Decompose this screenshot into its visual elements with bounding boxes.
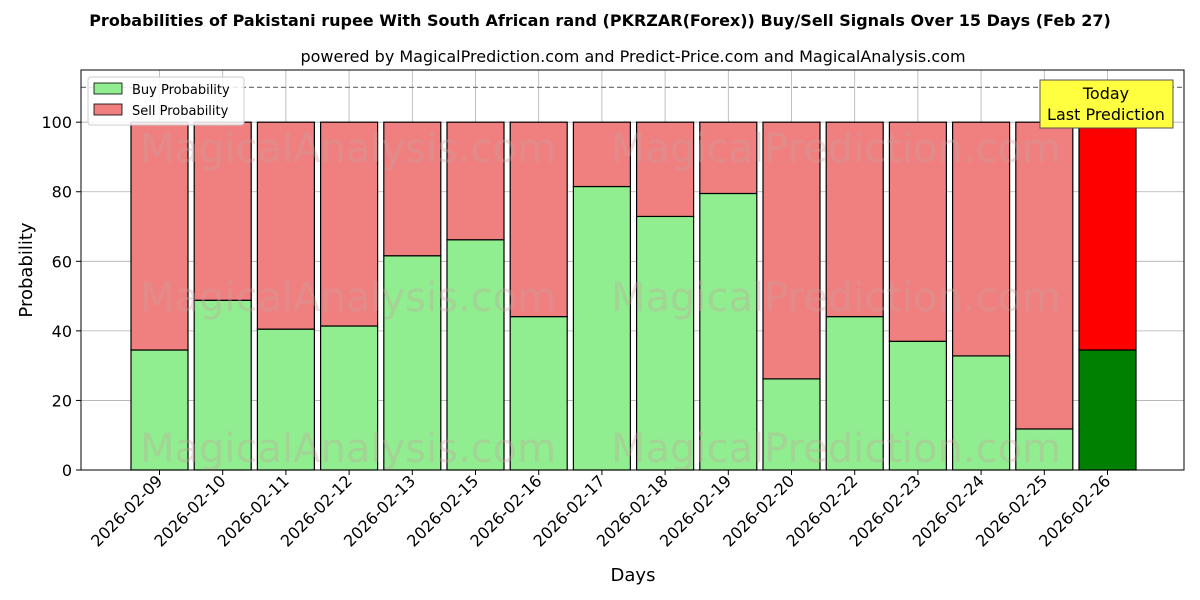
bar-sell [762,121,821,380]
bar-buy [825,316,884,471]
bar-buy [699,192,758,471]
plot-frame [80,69,1185,471]
y-tick-label: 80 [52,183,72,202]
legend-swatch-sell [93,103,123,116]
y-axis-ticks: 0 20 40 60 80 100 [41,113,81,480]
bar-sell [383,121,442,257]
bar-buy [320,325,379,471]
bar-sell [130,121,189,351]
bars [130,121,1137,471]
chart-subtitle: powered by MagicalPrediction.com and Pre… [300,47,965,66]
bar-sell [572,121,632,188]
bar-sell [256,121,315,330]
annotation-line-1: Today [1082,84,1129,103]
y-tick-label: 60 [52,252,72,271]
annotation-box [1039,79,1174,129]
legend-swatch-buy [93,82,123,95]
bar-buy [635,215,695,471]
y-tick-label: 100 [41,113,72,132]
y-tick-label: 20 [52,391,72,410]
bar-sell [1015,121,1074,430]
bar-sell [446,121,505,241]
x-axis-label: Days [611,565,656,586]
watermark-text: MagicalPrediction.com [611,426,1061,472]
bar-buy [193,299,252,471]
bar-buy [1078,349,1137,471]
bar-buy [762,378,821,471]
bar-buy [888,340,948,471]
chart-title: Probabilities of Pakistani rupee With So… [89,11,1111,30]
x-axis-ticks: 2026-02-092026-02-102026-02-112026-02-12… [87,470,1114,551]
y-tick-label: 40 [52,322,72,341]
legend-label-buy: Buy Probability [132,83,230,98]
watermark-text: MagicalAnalysis.com [140,426,556,472]
watermark-text: MagicalAnalysis.com [140,126,556,172]
bar-sell [699,121,758,195]
bar-sell [635,121,695,218]
annotation-line-2: Last Prediction [1047,105,1165,124]
y-tick-label: 0 [62,461,72,480]
bar-sell [888,121,948,342]
watermark: MagicalAnalysis.com MagicalPrediction.com… [140,126,1061,472]
bar-buy [446,239,505,471]
watermark-text: MagicalPrediction.com [611,126,1061,172]
today-annotation: Today Last Prediction [1039,79,1174,129]
watermark-text: MagicalAnalysis.com [140,275,556,321]
bar-buy [572,185,632,471]
bar-sell [320,121,379,327]
bar-buy [383,255,442,471]
bar-buy [256,328,315,471]
bar-sell [1078,121,1137,351]
bar-buy [509,316,568,471]
legend-box [87,76,245,126]
watermark-text: MagicalPrediction.com [611,275,1061,321]
bar-sell [509,121,568,318]
y-axis-label: Probability [16,222,37,317]
legend: Buy Probability Sell Probability [87,76,245,126]
legend-label-sell: Sell Probability [132,104,229,119]
bar-sell [951,121,1011,357]
bar-sell [825,121,884,318]
